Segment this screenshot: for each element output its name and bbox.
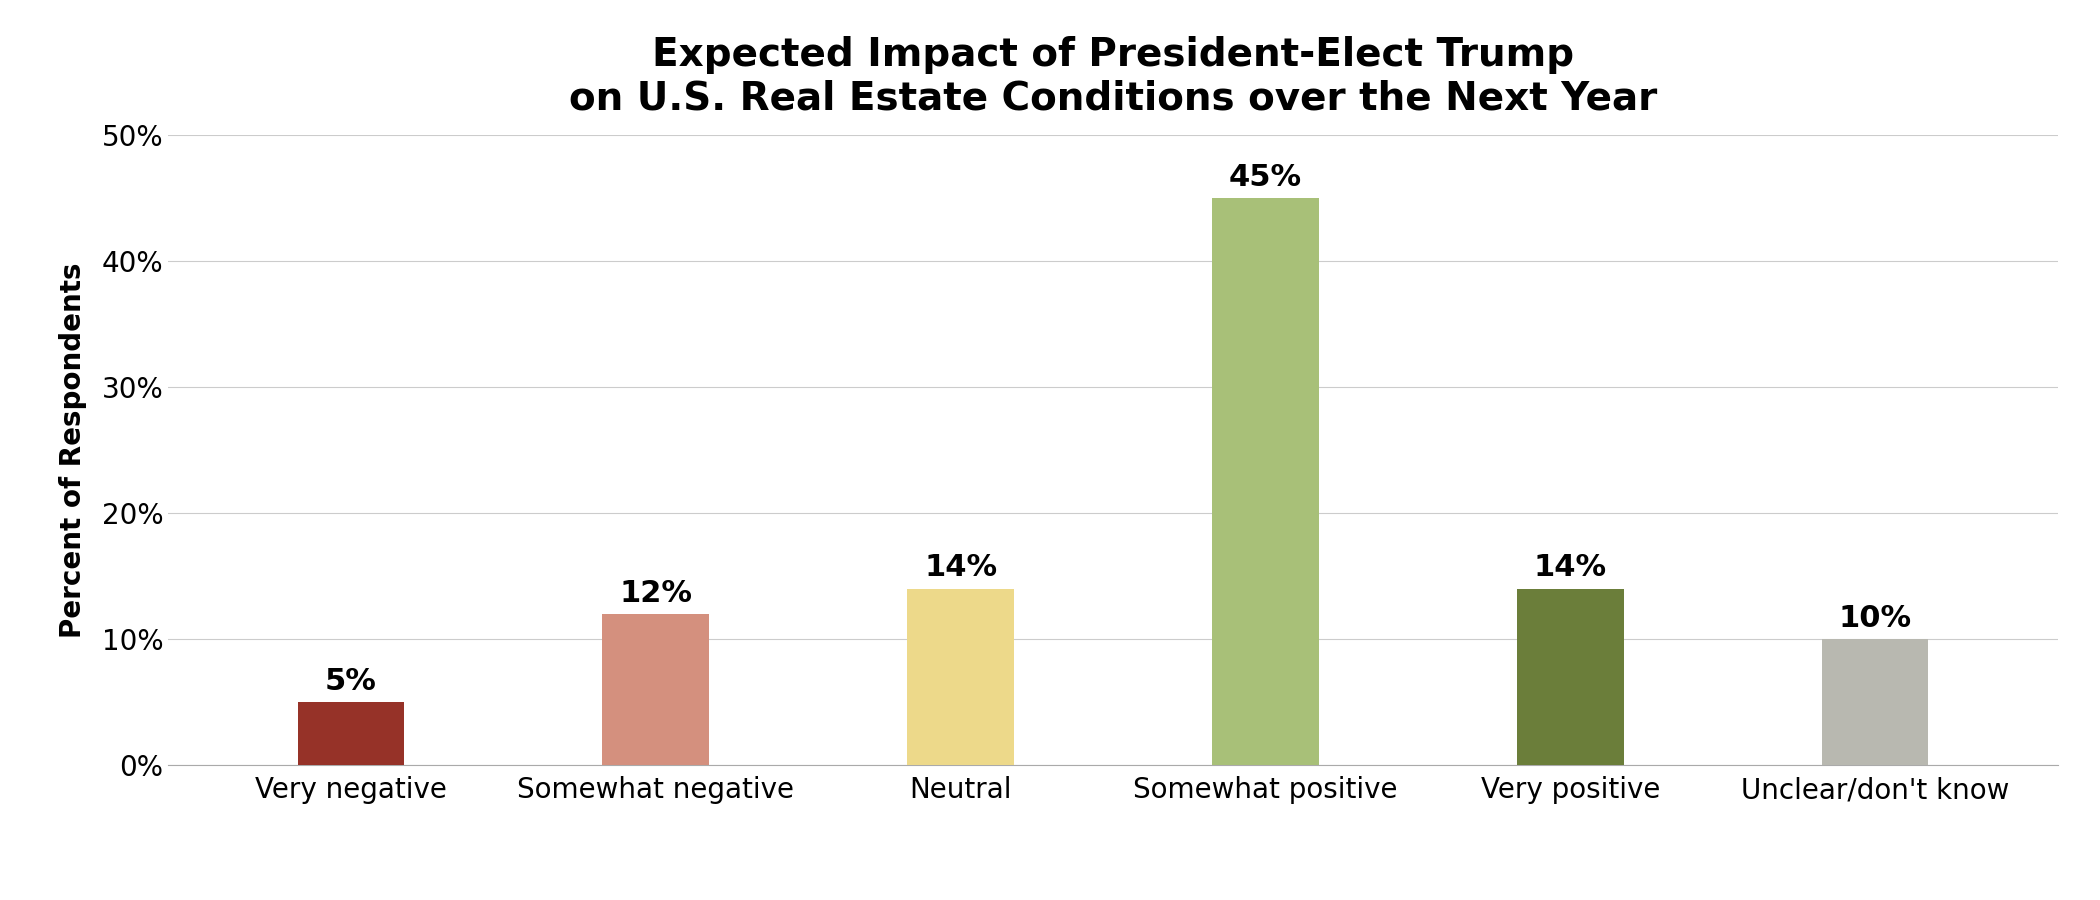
Bar — [907, 589, 1014, 765]
Text: 14%: 14% — [1533, 554, 1606, 582]
Bar — [298, 702, 403, 765]
Bar — [1823, 639, 1928, 765]
Text: 5%: 5% — [326, 667, 376, 696]
Text: 14%: 14% — [924, 554, 998, 582]
Text: 12%: 12% — [620, 579, 693, 608]
Y-axis label: Percent of Respondents: Percent of Respondents — [59, 262, 88, 638]
Bar — [1212, 198, 1319, 765]
Text: 45%: 45% — [1228, 163, 1302, 192]
Bar — [603, 614, 710, 765]
Title: Expected Impact of President-Elect Trump
on U.S. Real Estate Conditions over the: Expected Impact of President-Elect Trump… — [569, 36, 1657, 118]
Bar — [1516, 589, 1623, 765]
Text: 10%: 10% — [1838, 604, 1911, 633]
